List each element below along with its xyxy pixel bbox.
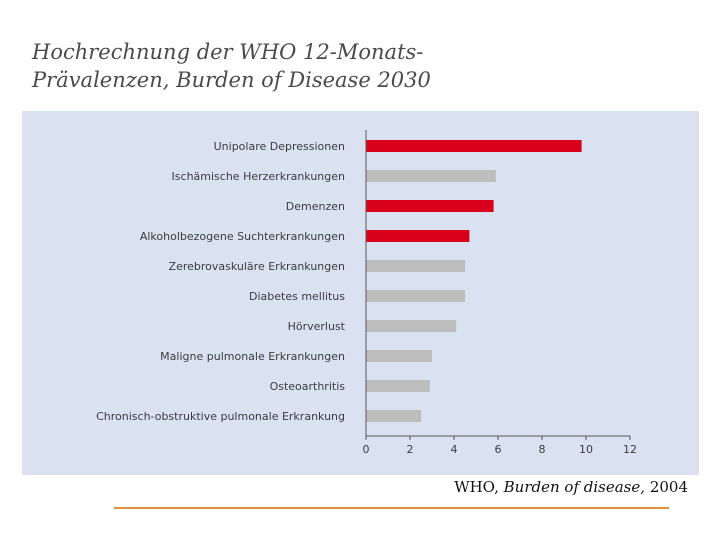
bar-5: [366, 260, 465, 272]
x-tick-label-6: 6: [495, 443, 502, 456]
x-tick-label-10: 10: [579, 443, 593, 456]
source-title: Burden of disease,: [503, 478, 646, 496]
bar-1: [366, 140, 582, 152]
slide-title: Hochrechnung der WHO 12-Monats- Prävalen…: [32, 38, 672, 94]
bar-10: [366, 410, 421, 422]
category-label-5: Zerebrovaskuläre Erkrankungen: [169, 260, 345, 273]
chart-panel: Unipolare Depressionen Ischämische Herzer…: [22, 111, 699, 475]
bar-8: [366, 350, 432, 362]
source-year: 2004: [649, 478, 688, 496]
category-label-6: Diabetes mellitus: [249, 290, 345, 303]
bar-chart: Unipolare Depressionen Ischämische Herzer…: [96, 130, 637, 456]
bar-2: [366, 170, 496, 182]
bar-7: [366, 320, 457, 332]
category-labels: Unipolare Depressionen Ischämische Herzer…: [96, 140, 346, 423]
slide-title-line2: Prävalenzen, Burden of Disease 2030: [32, 68, 431, 92]
category-label-9: Osteoarthritis: [270, 380, 346, 393]
source-citation: WHO, Burden of disease, 2004: [380, 478, 688, 496]
slide-title-line1: Hochrechnung der WHO 12-Monats-: [32, 40, 424, 64]
x-tick-label-0: 0: [363, 443, 370, 456]
axes: 0 2 4 6 8 10 12: [363, 130, 637, 456]
footer-rule: [114, 507, 669, 509]
category-label-10: Chronisch-obstruktive pulmonale Erkranku…: [96, 410, 345, 423]
category-label-7: Hörverlust: [288, 320, 346, 333]
source-org: WHO,: [454, 478, 499, 496]
bars-layer: [366, 140, 582, 422]
category-label-1: Unipolare Depressionen: [214, 140, 345, 153]
x-tick-label-8: 8: [539, 443, 546, 456]
category-label-2: Ischämische Herzerkrankungen: [172, 170, 345, 183]
x-tick-label-4: 4: [451, 443, 458, 456]
bar-9: [366, 380, 430, 392]
x-tick-label-2: 2: [407, 443, 414, 456]
x-tick-label-12: 12: [623, 443, 637, 456]
category-label-4: Alkoholbezogene Suchterkrankungen: [140, 230, 345, 243]
category-label-3: Demenzen: [286, 200, 345, 213]
bar-6: [366, 290, 465, 302]
bar-4: [366, 230, 470, 242]
category-label-8: Maligne pulmonale Erkrankungen: [160, 350, 345, 363]
bar-3: [366, 200, 494, 212]
